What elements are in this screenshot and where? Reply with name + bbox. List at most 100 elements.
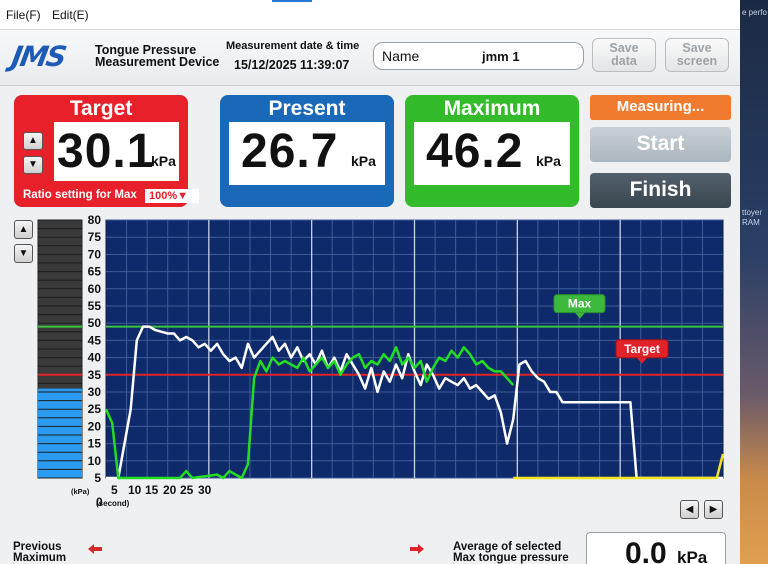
average-max-value-box: 0.0 kPa [586, 532, 726, 564]
menu-file[interactable]: File(F) [6, 8, 41, 22]
white-series-line [106, 325, 723, 480]
present-value-box: 26.7 kPa [229, 122, 385, 185]
present-panel: Present 26.7 kPa [220, 95, 394, 207]
save-screen-button[interactable]: Save screen [665, 38, 729, 72]
ratio-setting-label: Ratio setting for Max [23, 189, 137, 201]
average-max-line2: Max tongue pressure [453, 552, 569, 564]
menu-bar: File(F) Edit(E) [0, 0, 740, 30]
target-tag-label: Target [624, 342, 660, 356]
maximum-title: Maximum [443, 97, 541, 120]
app-window: File(F) Edit(E) JMS Tongue Pressure Meas… [0, 0, 740, 564]
triangle-left-icon: ◀ [685, 504, 694, 515]
x-tick-label: 25 [180, 483, 194, 497]
ratio-setting-select[interactable]: 100%▼ [145, 189, 199, 203]
maximum-unit: kPa [536, 153, 561, 169]
save-screen-label-line1: Save [682, 41, 712, 55]
y-tick-label: 20 [88, 419, 102, 433]
maximum-value-box: 46.2 kPa [414, 122, 570, 185]
x-tick-label: 15 [145, 483, 159, 497]
scale-down-button[interactable]: ▼ [14, 244, 33, 263]
target-unit: kPa [151, 153, 176, 169]
measurement-datetime-value: 15/12/2025 11:39:07 [234, 58, 350, 72]
measurement-datetime-label: Measurement date & time [226, 40, 360, 52]
name-field[interactable]: Name jmm 1 [373, 42, 584, 70]
arrow-left-icon [88, 544, 102, 554]
device-name-line1: Tongue Pressure [95, 43, 197, 57]
finish-button[interactable]: Finish [590, 173, 731, 208]
save-data-label-line2: data [611, 54, 637, 68]
y-tick-label: 40 [88, 351, 102, 365]
scroll-indicator [272, 0, 312, 2]
average-max-unit: kPa [677, 548, 708, 564]
y-tick-label: 65 [88, 265, 102, 279]
y-tick-label: 15 [88, 437, 102, 451]
triangle-up-icon: ▲ [18, 224, 29, 235]
y-tick-label: 80 [88, 213, 102, 227]
y-tick-label: 60 [88, 282, 102, 296]
x-tick-label: 0 [96, 495, 103, 509]
y-tick-label: 30 [88, 385, 102, 399]
x-tick-label: 20 [163, 483, 177, 497]
jms-logo: JMS [9, 40, 68, 73]
device-name: Tongue Pressure Measurement Device [95, 43, 220, 69]
device-name-line2: Measurement Device [95, 55, 220, 69]
desktop-background: e perfo ttoyer RAM [740, 0, 768, 564]
x-tick-label: 30 [198, 483, 212, 497]
y-tick-label: 5 [94, 471, 101, 485]
present-unit: kPa [351, 153, 376, 169]
target-value: 30.1 [57, 125, 155, 178]
average-max-label: Average of selected Max tongue pressure [453, 541, 569, 564]
present-value: 26.7 [241, 125, 339, 178]
save-data-button[interactable]: Save data [592, 38, 656, 72]
previous-maximum-label: Previous Maximum [13, 541, 67, 564]
previous-maximum-line1: Previous [13, 541, 62, 553]
gauge-fill [38, 388, 82, 478]
triangle-down-icon: ▼ [28, 159, 38, 170]
x-unit-label: (second) [96, 499, 130, 508]
target-increase-button[interactable]: ▲ [23, 132, 43, 150]
desktop-text-fragment: ttoyer [742, 208, 763, 217]
scale-up-button[interactable]: ▲ [14, 220, 33, 239]
start-button[interactable]: Start [590, 127, 731, 162]
triangle-up-icon: ▲ [28, 135, 38, 146]
y-tick-label: 55 [88, 299, 102, 313]
y-tick-label: 45 [88, 333, 102, 347]
average-max-value: 0.0 [625, 537, 667, 564]
triangle-right-icon: ▶ [709, 504, 718, 515]
target-title: Target [69, 97, 133, 120]
scroll-left-button[interactable]: ◀ [680, 500, 699, 519]
y-tick-label: 10 [88, 454, 102, 468]
name-value: jmm 1 [482, 49, 520, 64]
save-screen-label-line2: screen [676, 54, 718, 68]
y-unit-label: (kPa) [71, 487, 90, 496]
target-panel: Target ▲ ▼ 30.1 kPa Ratio setting for Ma… [14, 95, 199, 207]
name-label: Name [382, 48, 420, 64]
header: JMS Tongue Pressure Measurement Device M… [0, 30, 740, 86]
footer: Previous Maximum Average of selected Max… [0, 530, 740, 564]
maximum-value: 46.2 [426, 125, 524, 178]
yellow-series-line [513, 453, 725, 480]
save-data-label-line1: Save [609, 41, 639, 55]
y-tick-label: 25 [88, 402, 102, 416]
triangle-down-icon: ▼ [18, 248, 29, 259]
average-max-line1: Average of selected [453, 541, 562, 553]
target-tag-pointer [637, 357, 647, 364]
y-tick-label: 70 [88, 247, 102, 261]
y-tick-label: 35 [88, 368, 102, 382]
menu-edit[interactable]: Edit(E) [52, 8, 89, 22]
target-decrease-button[interactable]: ▼ [23, 156, 43, 174]
desktop-text-fragment: RAM [742, 218, 760, 227]
present-title: Present [268, 97, 346, 120]
x-tick-label: 10 [128, 483, 142, 497]
previous-maximum-line2: Maximum [13, 552, 67, 564]
scroll-right-button[interactable]: ▶ [704, 500, 723, 519]
max-tag-pointer [575, 312, 585, 319]
measuring-status-badge: Measuring... [590, 95, 731, 120]
target-value-box: 30.1 kPa [54, 122, 179, 181]
x-tick-label: 5 [111, 483, 118, 497]
max-tag-label: Max [568, 297, 592, 311]
chart-area: 80 75 70 65 60 55 50 45 40 35 30 25 20 15 10 5 (kPa) 0 5 10… [0, 212, 740, 522]
desktop-text-fragment: e perfo [742, 8, 767, 17]
target-tag-box [615, 339, 669, 359]
